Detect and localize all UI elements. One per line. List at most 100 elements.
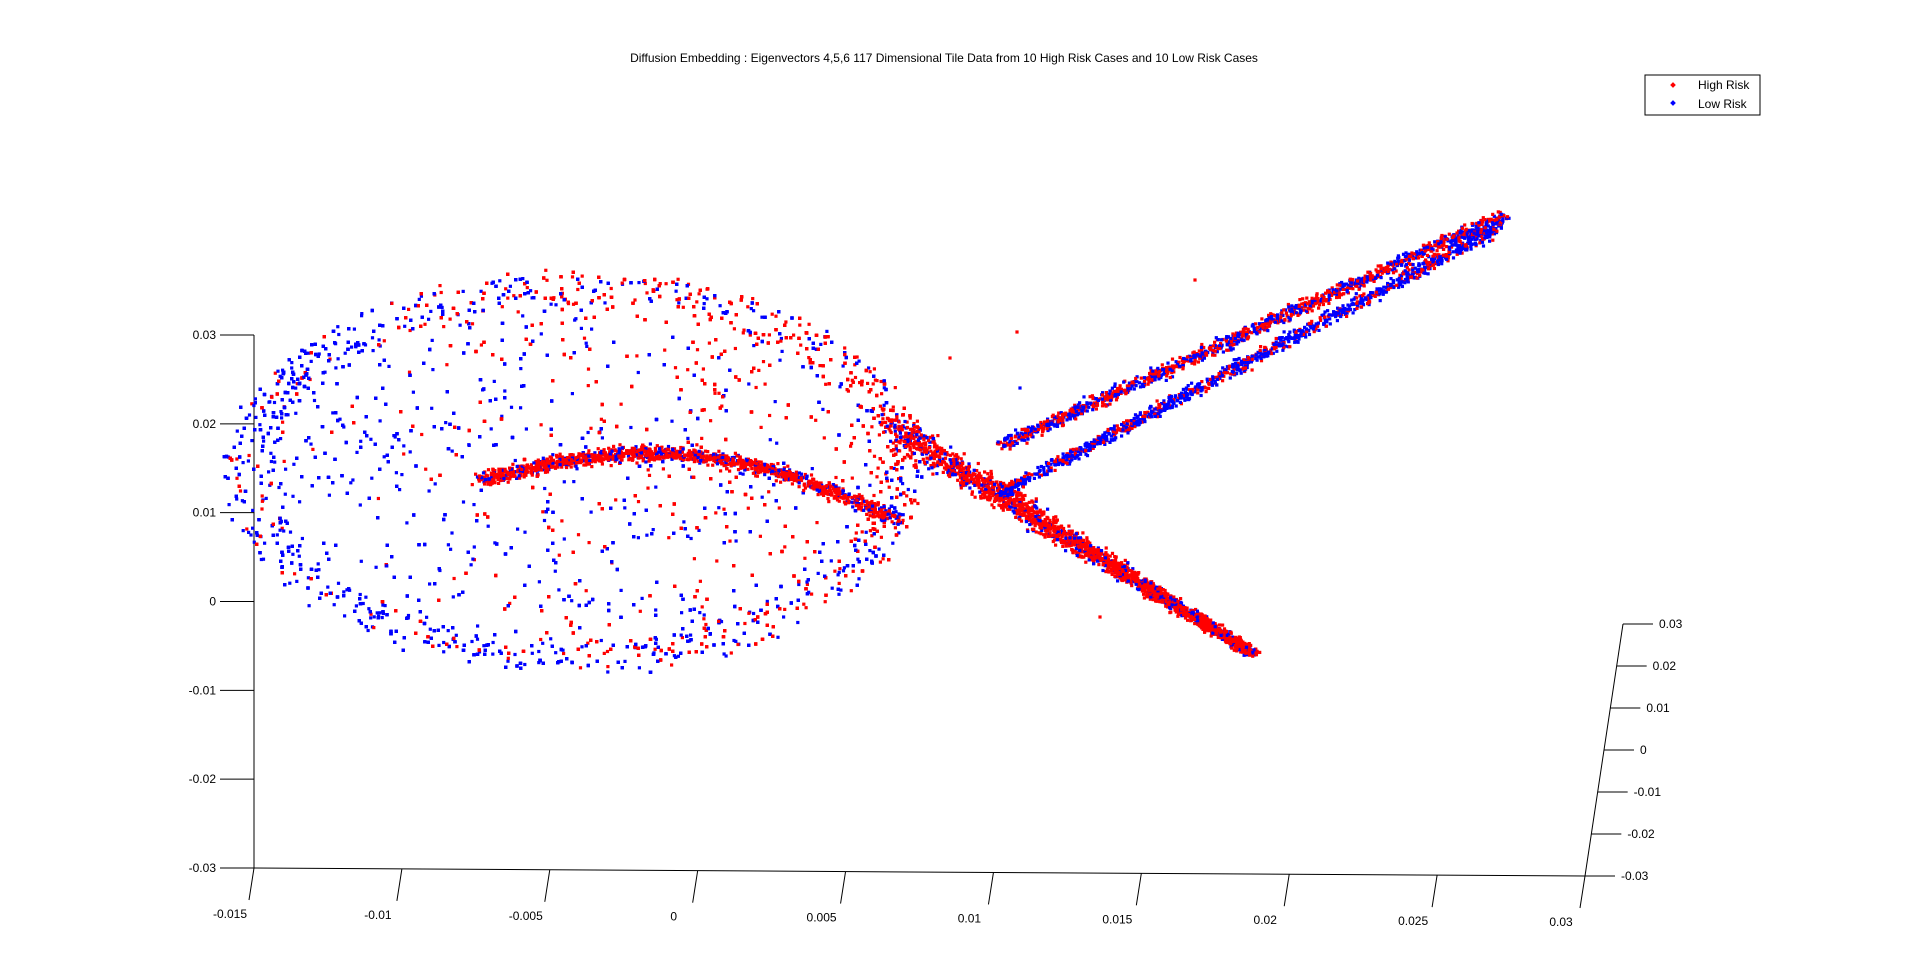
point-low-risk	[343, 351, 347, 355]
point-low-risk	[718, 304, 722, 308]
point-low-risk	[429, 309, 433, 313]
point-low-risk	[370, 336, 375, 340]
point-low-risk	[868, 549, 872, 553]
point-low-risk	[227, 503, 231, 507]
point-high-risk	[645, 291, 649, 295]
point-high-risk	[606, 665, 610, 669]
point-high-risk	[834, 475, 838, 480]
y-tick-label: 0.03	[193, 328, 217, 342]
point-high-risk	[855, 355, 859, 359]
point-low-risk	[291, 494, 295, 498]
point-low-risk	[768, 438, 772, 442]
point-low-risk	[334, 366, 338, 370]
point-high-risk	[273, 371, 277, 375]
point-low-risk	[585, 344, 589, 348]
point-low-risk	[651, 528, 655, 532]
x-tick-mark	[1579, 875, 1586, 909]
point-low-risk	[519, 406, 523, 410]
x-axis-ticks: -0.015 -0.01 -0.005 0 0.005 0.01 0.015 0.02 0.02…	[213, 867, 1586, 929]
point-low-risk	[679, 633, 683, 637]
point-high-risk	[692, 557, 696, 561]
point-high-risk	[620, 281, 624, 285]
point-low-risk	[899, 479, 903, 483]
point-low-risk	[561, 648, 565, 652]
point-high-risk	[560, 519, 564, 523]
point-high-risk	[653, 647, 657, 651]
point-high-risk	[293, 572, 297, 576]
x-tick-mark	[1135, 873, 1142, 906]
point-low-risk	[403, 324, 407, 328]
point-low-risk	[857, 577, 861, 581]
point-high-risk	[658, 282, 662, 286]
point-low-risk	[549, 302, 553, 306]
point-high-risk	[586, 641, 590, 645]
point-high-risk	[783, 545, 787, 549]
point-low-risk	[367, 607, 371, 611]
point-low-risk	[279, 437, 283, 441]
point-high-risk	[636, 500, 641, 504]
point-low-risk	[461, 500, 466, 504]
point-low-risk	[358, 592, 362, 597]
point-low-risk	[331, 411, 335, 415]
point-low-risk	[589, 510, 593, 514]
point-low-risk	[263, 541, 267, 545]
point-low-risk	[521, 314, 525, 318]
point-low-risk	[842, 566, 846, 570]
point-low-risk	[882, 386, 886, 390]
point-low-risk	[433, 482, 437, 486]
point-high-risk	[455, 645, 459, 649]
point-high-risk	[759, 425, 763, 429]
point-high-risk	[424, 467, 428, 471]
point-high-risk	[407, 307, 411, 311]
point-low-risk	[491, 652, 495, 656]
point-high-risk	[560, 291, 564, 295]
point-low-risk	[364, 595, 368, 599]
point-high-risk	[470, 322, 475, 326]
point-low-risk	[387, 364, 391, 368]
point-low-risk	[636, 370, 640, 375]
z-tick-label: -0.01	[1634, 785, 1662, 799]
point-low-risk	[283, 492, 287, 496]
point-low-risk	[530, 296, 534, 300]
point-high-risk	[525, 286, 529, 290]
point-low-risk	[252, 403, 256, 408]
point-low-risk	[417, 297, 421, 301]
point-high-risk	[619, 402, 623, 406]
point-low-risk	[262, 439, 266, 443]
point-low-risk	[294, 411, 298, 415]
point-low-risk	[288, 530, 293, 534]
point-high-risk	[767, 333, 771, 337]
point-low-risk	[529, 289, 533, 293]
point-low-risk	[492, 379, 496, 383]
point-low-risk	[705, 297, 709, 301]
point-low-risk	[370, 476, 374, 480]
point-high-risk	[667, 536, 671, 540]
point-high-risk	[870, 425, 874, 429]
point-low-risk	[470, 639, 474, 644]
point-low-risk	[680, 611, 684, 615]
point-low-risk	[838, 385, 842, 389]
point-low-risk	[541, 641, 545, 645]
point-low-risk	[259, 557, 263, 562]
point-low-risk	[411, 390, 415, 394]
point-high-risk	[804, 606, 808, 610]
point-high-risk	[717, 391, 721, 395]
point-high-risk	[815, 521, 819, 525]
point-high-risk	[893, 386, 897, 390]
point-low-risk	[584, 341, 588, 345]
point-low-risk	[554, 651, 558, 655]
point-high-risk	[408, 328, 412, 333]
point-low-risk	[280, 416, 284, 420]
point-high-risk	[328, 357, 332, 361]
point-low-risk	[307, 351, 311, 355]
point-low-risk	[352, 327, 356, 331]
point-low-risk	[278, 528, 282, 532]
point-low-risk	[760, 495, 764, 499]
point-high-risk	[746, 506, 750, 510]
point-high-risk	[714, 511, 718, 515]
point-low-risk	[461, 289, 465, 293]
y-tick-label: 0	[209, 595, 216, 609]
point-low-risk	[406, 613, 411, 618]
point-low-risk	[241, 461, 245, 465]
point-high-risk	[578, 666, 583, 670]
